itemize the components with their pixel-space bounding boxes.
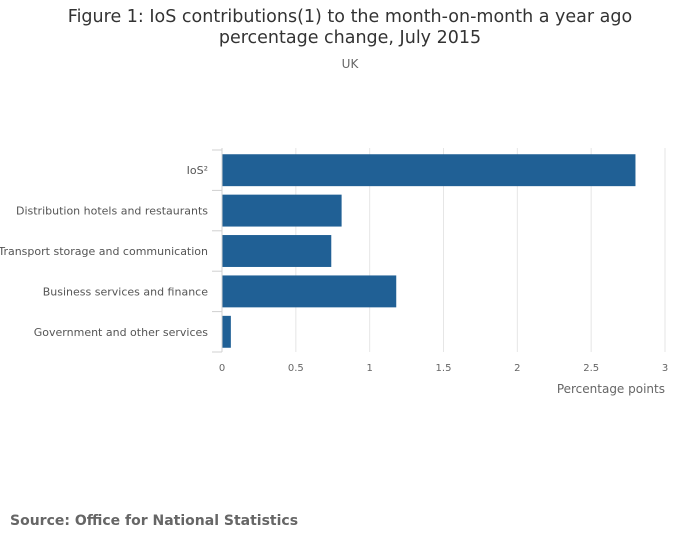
bar-0 [222,154,636,187]
category-label-3: Business services and finance [43,285,208,298]
category-label-0: IoS² [187,164,208,177]
category-label-2: Transport storage and communication [0,245,208,258]
x-tick-label-0: 0 [219,363,225,374]
x-tick-label-6: 3 [662,363,668,374]
bar-2 [222,235,332,267]
chart-title: Figure 1: IoS contributions(1) to the mo… [0,7,700,49]
category-label-1: Distribution hotels and restaurants [16,205,208,218]
x-tick-label-5: 2.5 [583,363,599,374]
category-label-4: Government and other services [34,326,208,339]
x-tick-label-3: 1.5 [436,363,452,374]
bar-3 [222,275,397,308]
x-tick-label-2: 1 [366,363,372,374]
chart-title-line-2: percentage change, July 2015 [218,28,482,48]
bar-4 [222,315,231,348]
x-tick-label-1: 0.5 [288,363,304,374]
chart-title-line-1: Figure 1: IoS contributions(1) to the mo… [67,7,633,27]
x-axis-title: Percentage points [557,382,665,396]
bar-1 [222,194,342,227]
source-note: Source: Office for National Statistics [10,513,299,529]
x-tick-label-4: 2 [514,363,520,374]
chart-subtitle: UK [341,57,359,71]
